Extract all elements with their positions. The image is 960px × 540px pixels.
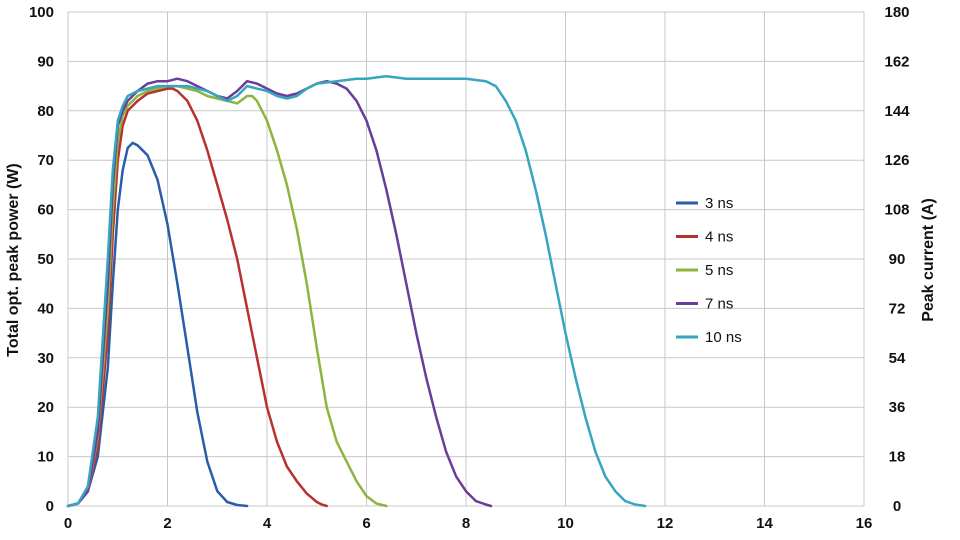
y-tick-label: 10 (37, 449, 54, 466)
y-tick-label: 100 (29, 4, 54, 21)
y-tick-label: 50 (37, 251, 54, 268)
legend-label: 5 ns (705, 262, 733, 279)
legend: 3 ns 4 ns 5 ns 7 ns 10 ns (676, 195, 742, 346)
y-tick-label: 30 (37, 350, 54, 367)
y-axis-tick-labels: 0 10 20 30 40 50 60 70 80 90 100 (29, 4, 54, 515)
y-tick-label: 80 (37, 103, 54, 120)
series-line-7-ns (66, 77, 493, 508)
y2-tick-label: 0 (893, 498, 901, 515)
y2-tick-label: 180 (884, 4, 909, 21)
legend-label: 10 ns (705, 329, 742, 346)
y-tick-label: 40 (37, 300, 54, 317)
x-tick-label: 12 (657, 515, 674, 532)
series-line-10-ns (66, 74, 647, 508)
y-tick-label: 0 (46, 498, 54, 515)
y2-tick-label: 144 (884, 103, 910, 120)
x-tick-label: 8 (462, 515, 470, 532)
legend-label: 7 ns (705, 296, 733, 313)
y2-axis-tick-labels: 0 18 36 54 72 90 108 126 144 162 180 (884, 4, 910, 515)
y2-tick-label: 18 (889, 449, 906, 466)
series-lines (66, 74, 647, 508)
x-tick-label: 14 (756, 515, 773, 532)
x-tick-label: 2 (163, 515, 171, 532)
y2-tick-label: 162 (884, 53, 909, 70)
legend-label: 3 ns (705, 195, 733, 212)
y2-tick-label: 54 (889, 350, 906, 367)
x-tick-label: 6 (362, 515, 370, 532)
x-tick-label: 10 (557, 515, 574, 532)
y-tick-label: 90 (37, 53, 54, 70)
x-axis-tick-labels: 0 2 4 6 8 10 12 14 16 (64, 515, 873, 532)
legend-label: 4 ns (705, 229, 733, 246)
y-tick-label: 60 (37, 202, 54, 219)
x-tick-label: 16 (856, 515, 873, 532)
y-tick-label: 20 (37, 399, 54, 416)
x-tick-label: 4 (263, 515, 272, 532)
series-line-3-ns (66, 141, 249, 508)
grid-lines (67, 11, 865, 507)
y2-tick-label: 126 (884, 152, 909, 169)
y-axis-title: Total opt. peak power (W) (5, 163, 22, 356)
x-tick-label: 0 (64, 515, 72, 532)
y-tick-label: 70 (37, 152, 54, 169)
y2-tick-label: 90 (889, 251, 906, 268)
y2-tick-label: 72 (889, 300, 906, 317)
y2-axis-title: Peak current (A) (920, 198, 937, 322)
y2-tick-label: 36 (889, 399, 906, 416)
y2-tick-label: 108 (884, 202, 909, 219)
